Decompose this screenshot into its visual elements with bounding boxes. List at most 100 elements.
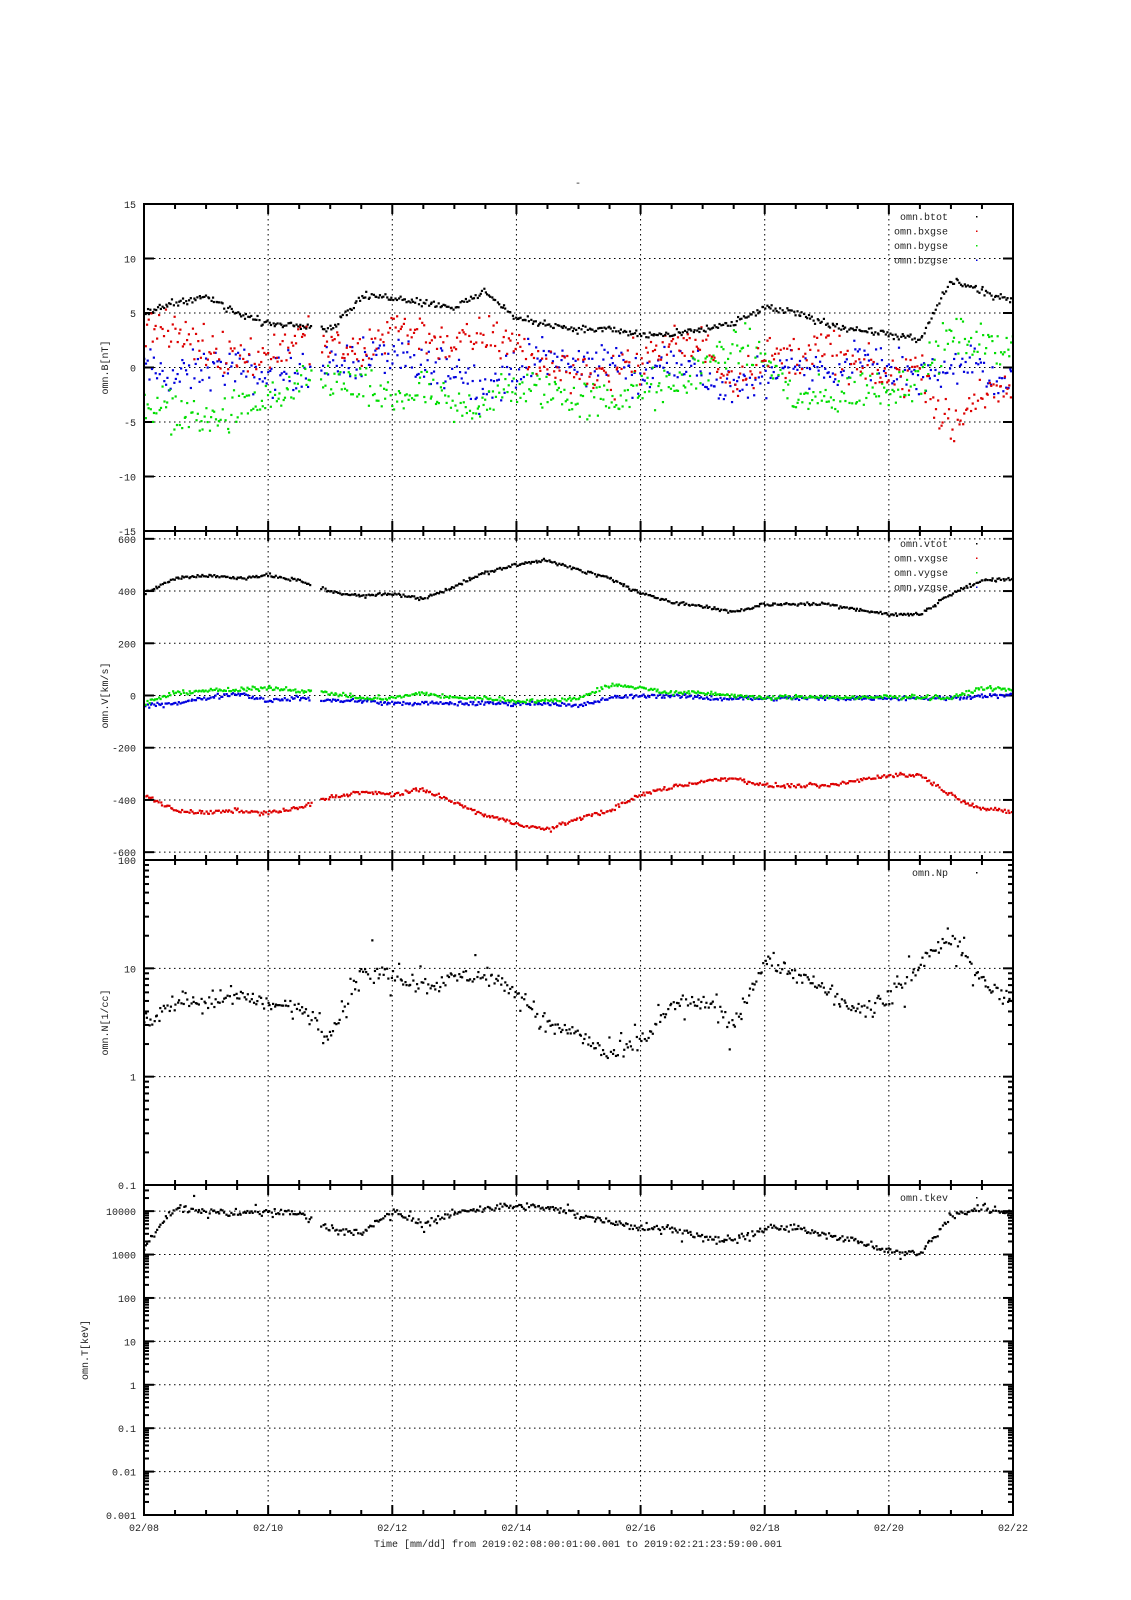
data-point-omn-bzgse bbox=[519, 378, 523, 381]
data-point-omn-vxgse bbox=[428, 790, 432, 793]
data-point-omn-vygse bbox=[849, 696, 852, 699]
data-point-omn-Np bbox=[696, 1004, 699, 1008]
data-point-omn-btot bbox=[450, 306, 453, 309]
data-point-omn-bxgse bbox=[768, 336, 771, 340]
data-point-omn-vygse bbox=[211, 689, 214, 692]
data-point-omn-btot bbox=[530, 318, 533, 321]
data-point-omn-bxgse bbox=[512, 350, 515, 353]
data-point-omn-vygse bbox=[561, 697, 564, 700]
data-point-omn-bxgse bbox=[153, 328, 156, 331]
data-point-omn-vxgse bbox=[528, 826, 531, 829]
data-point-omn-Np bbox=[623, 1048, 626, 1051]
data-point-omn-bzgse bbox=[146, 359, 149, 362]
data-point-omn-btot bbox=[429, 302, 433, 305]
data-point-omn-Np bbox=[929, 948, 932, 952]
data-point-omn-vzgse bbox=[556, 703, 559, 707]
data-point-omn-btot bbox=[681, 331, 684, 334]
data-point-omn-bygse bbox=[839, 400, 842, 403]
data-point-omn-vygse bbox=[443, 696, 446, 699]
data-point-omn-bzgse bbox=[576, 370, 579, 374]
data-point-omn-bzgse bbox=[449, 377, 452, 380]
data-point-omn-vtot bbox=[831, 603, 834, 606]
data-point-omn-bygse bbox=[348, 373, 352, 376]
data-point-omn-btot bbox=[464, 297, 467, 301]
data-point-omn-vzgse bbox=[386, 701, 390, 704]
data-point-omn-btot bbox=[769, 307, 772, 310]
data-point-omn-bygse bbox=[259, 408, 262, 411]
data-point-omn-bxgse bbox=[589, 372, 592, 375]
data-point-omn-bzgse bbox=[756, 355, 759, 358]
data-point-omn-bxgse bbox=[537, 350, 540, 353]
data-point-omn-vygse bbox=[188, 690, 191, 693]
data-point-omn-Np bbox=[844, 1001, 847, 1004]
data-point-omn-vxgse bbox=[531, 825, 534, 828]
data-point-omn-bygse bbox=[687, 380, 690, 383]
data-point-omn-bygse bbox=[894, 401, 897, 404]
data-point-omn-bxgse bbox=[762, 359, 766, 362]
data-point-omn-vxgse bbox=[717, 779, 720, 782]
data-point-omn-vxgse bbox=[330, 794, 333, 797]
data-point-omn-vxgse bbox=[340, 795, 343, 798]
data-point-omn-Np bbox=[145, 1016, 148, 1019]
data-point-omn-vzgse bbox=[594, 700, 597, 703]
data-point-omn-vtot bbox=[273, 576, 276, 579]
data-point-omn-bygse bbox=[816, 402, 819, 405]
data-point-omn-vzgse bbox=[686, 695, 689, 698]
data-point-omn-bzgse bbox=[328, 361, 331, 364]
data-point-omn-vzgse bbox=[480, 700, 484, 703]
data-point-omn-btot bbox=[672, 334, 675, 337]
data-point-omn-Np bbox=[276, 1004, 279, 1007]
data-point-omn-vygse bbox=[149, 698, 152, 701]
data-point-omn-vtot bbox=[265, 572, 268, 575]
data-point-omn-vtot bbox=[1008, 578, 1011, 582]
data-point-omn-bygse bbox=[335, 380, 338, 383]
data-point-omn-vtot bbox=[852, 607, 856, 611]
data-point-omn-Np bbox=[801, 981, 804, 984]
data-point-omn-bygse bbox=[658, 382, 661, 385]
data-point-omn-vzgse bbox=[239, 692, 243, 696]
data-point-omn-btot bbox=[414, 301, 417, 304]
data-point-omn-btot bbox=[752, 311, 755, 314]
data-point-omn-vtot bbox=[362, 594, 365, 597]
data-point-omn-vxgse bbox=[200, 812, 203, 815]
data-point-omn-btot bbox=[848, 328, 851, 331]
data-point-omn-vxgse bbox=[346, 795, 350, 798]
data-point-omn-vxgse bbox=[945, 791, 948, 795]
data-point-omn-vygse bbox=[591, 690, 594, 694]
data-point-omn-bxgse bbox=[566, 354, 569, 358]
data-point-omn-vygse bbox=[418, 693, 422, 696]
data-point-omn-bygse bbox=[608, 406, 611, 409]
data-point-omn-bzgse bbox=[705, 386, 708, 389]
data-point-omn-vzgse bbox=[971, 696, 974, 699]
data-point-omn-bygse bbox=[564, 400, 567, 403]
data-point-omn-vtot bbox=[808, 604, 812, 607]
data-point-omn-bzgse bbox=[298, 362, 301, 366]
data-point-omn-bygse bbox=[675, 389, 678, 392]
data-point-omn-vxgse bbox=[247, 811, 250, 814]
data-point-omn-bxgse bbox=[854, 360, 857, 363]
data-point-omn-vzgse bbox=[273, 698, 276, 701]
data-point-omn-vzgse bbox=[342, 700, 345, 704]
data-point-omn-bxgse bbox=[386, 321, 389, 324]
data-point-omn-Np bbox=[393, 979, 397, 982]
data-point-omn-vtot bbox=[230, 577, 233, 580]
data-point-omn-bygse bbox=[295, 369, 299, 372]
data-point-omn-vxgse bbox=[902, 773, 906, 776]
data-point-omn-vxgse bbox=[494, 816, 497, 819]
data-point-omn-bxgse bbox=[523, 337, 526, 341]
data-point-omn-vygse bbox=[794, 693, 797, 697]
data-point-omn-Np bbox=[411, 973, 414, 976]
data-point-omn-vzgse bbox=[846, 697, 849, 701]
data-point-omn-Np bbox=[201, 1012, 204, 1015]
data-point-omn-vtot bbox=[1002, 577, 1005, 581]
data-point-omn-bzgse bbox=[895, 378, 899, 381]
data-point-omn-vtot bbox=[423, 597, 426, 600]
data-point-omn-bygse bbox=[152, 411, 156, 415]
data-point-omn-bzgse bbox=[859, 361, 862, 364]
data-point-omn-btot bbox=[603, 326, 606, 329]
data-point-omn-bygse bbox=[824, 388, 827, 392]
data-point-omn-vtot bbox=[402, 593, 405, 596]
data-point-omn-vtot bbox=[468, 576, 471, 579]
data-point-omn-vxgse bbox=[632, 798, 635, 801]
data-point-omn-vygse bbox=[798, 695, 801, 699]
